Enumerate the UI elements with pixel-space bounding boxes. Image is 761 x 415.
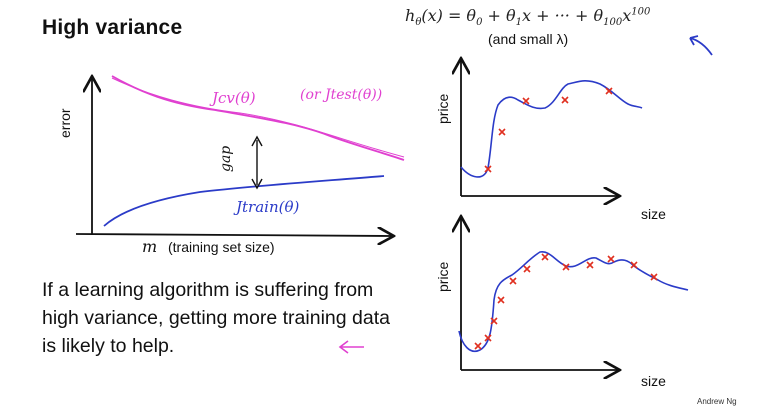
lc-ylabel: error xyxy=(57,108,73,138)
data-point xyxy=(497,296,505,304)
slide-title: High variance xyxy=(42,16,183,39)
jtrain-curve xyxy=(103,175,385,227)
data-point xyxy=(605,87,613,95)
body-pointer-arrow xyxy=(338,340,364,354)
data-point xyxy=(484,334,492,342)
lambda-note: (and small λ) xyxy=(488,31,569,47)
data-point xyxy=(561,96,569,104)
top-ylabel: price xyxy=(435,93,451,124)
top-data-points xyxy=(484,87,613,173)
jcv-curve xyxy=(111,75,405,161)
formula-pointer-arrow xyxy=(689,35,713,56)
body-text: If a learning algorithm is suffering fro… xyxy=(42,279,390,357)
hypothesis-formula: hθ(x) = θ0 + θ1x + ··· + θ100x100 xyxy=(405,6,651,29)
data-point xyxy=(607,255,615,263)
bottom-ylabel: price xyxy=(435,261,451,292)
jcv-label: Jcv(θ) xyxy=(209,89,256,107)
gap-label: gap xyxy=(218,146,234,172)
data-point xyxy=(562,263,570,271)
jtest-label: (or Jtest(θ)) xyxy=(300,87,382,103)
bottom-data-points xyxy=(474,253,658,350)
data-point xyxy=(490,317,498,325)
data-point xyxy=(484,165,492,173)
data-point xyxy=(541,253,549,261)
data-point xyxy=(522,97,530,105)
lc-xlabel: (training set size) xyxy=(168,239,275,255)
bottom-xlabel: size xyxy=(641,373,666,389)
top-fit-curve xyxy=(460,80,643,178)
data-point xyxy=(498,128,506,136)
lc-xlabel-symbol: m xyxy=(142,237,157,256)
lc-x-axis xyxy=(75,234,392,236)
jtrain-label: Jtrain(θ) xyxy=(233,198,299,216)
data-point xyxy=(523,265,531,273)
author-credit: Andrew Ng xyxy=(697,397,737,406)
data-point xyxy=(509,277,517,285)
data-point xyxy=(586,261,594,269)
bottom-fit-curve xyxy=(458,251,689,352)
data-point xyxy=(650,273,658,281)
top-xlabel: size xyxy=(641,206,666,222)
data-point xyxy=(630,261,638,269)
data-point xyxy=(474,342,482,350)
